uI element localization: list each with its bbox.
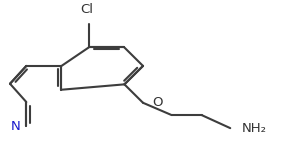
Text: N: N xyxy=(11,120,20,133)
Text: NH₂: NH₂ xyxy=(242,122,267,135)
Text: O: O xyxy=(152,96,163,109)
Text: Cl: Cl xyxy=(80,3,93,16)
